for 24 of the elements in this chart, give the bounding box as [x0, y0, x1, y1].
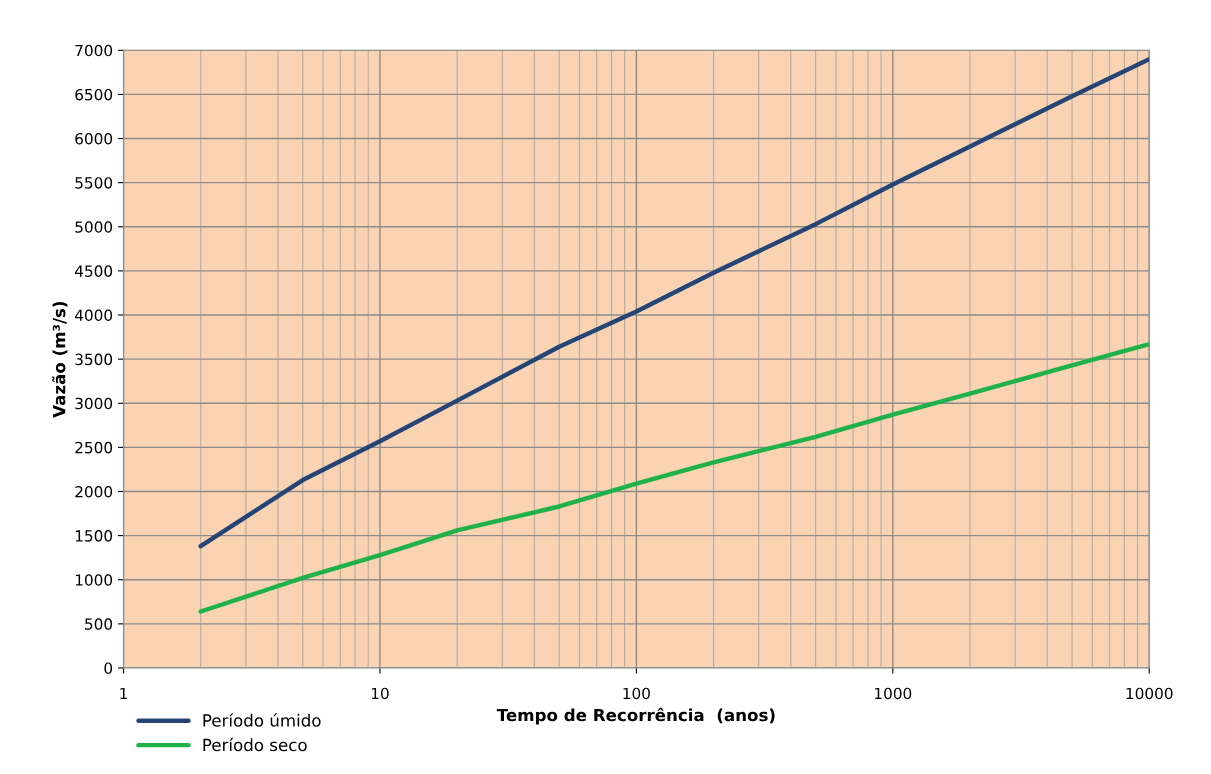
- y-axis-title: Vazão (m³/s): [52, 301, 68, 418]
- y-tick-label: 6000: [75, 133, 113, 145]
- x-tick-label: 100: [623, 687, 650, 700]
- y-tick-label: 5500: [75, 177, 113, 189]
- y-tick-label: 500: [85, 618, 113, 630]
- y-tick-label: 7000: [75, 44, 113, 57]
- y-tick-label: 3500: [75, 353, 113, 366]
- y-tick-label: 6500: [75, 88, 113, 101]
- y-tick-label: 3000: [75, 397, 113, 410]
- y-tick-label: 1500: [75, 530, 113, 542]
- legend-label: Período úmido: [203, 713, 321, 727]
- y-tick-label: 2000: [75, 485, 113, 498]
- x-axis-title: Tempo de Recorrência (anos): [496, 707, 775, 725]
- x-tick-label: 1: [120, 687, 127, 700]
- x-tick-label: 1000: [875, 687, 912, 700]
- legend-label: Período seco: [203, 737, 307, 752]
- x-tick-label: 10000: [1126, 687, 1173, 700]
- y-tick-label: 5000: [75, 221, 113, 233]
- x-tick-label: 10: [371, 687, 389, 700]
- y-tick-label: 1000: [75, 574, 113, 586]
- y-tick-label: 4000: [74, 309, 113, 322]
- y-tick-label: 4500: [74, 265, 113, 277]
- y-tick-label: 0: [104, 662, 113, 674]
- y-tick-label: 2500: [75, 441, 113, 454]
